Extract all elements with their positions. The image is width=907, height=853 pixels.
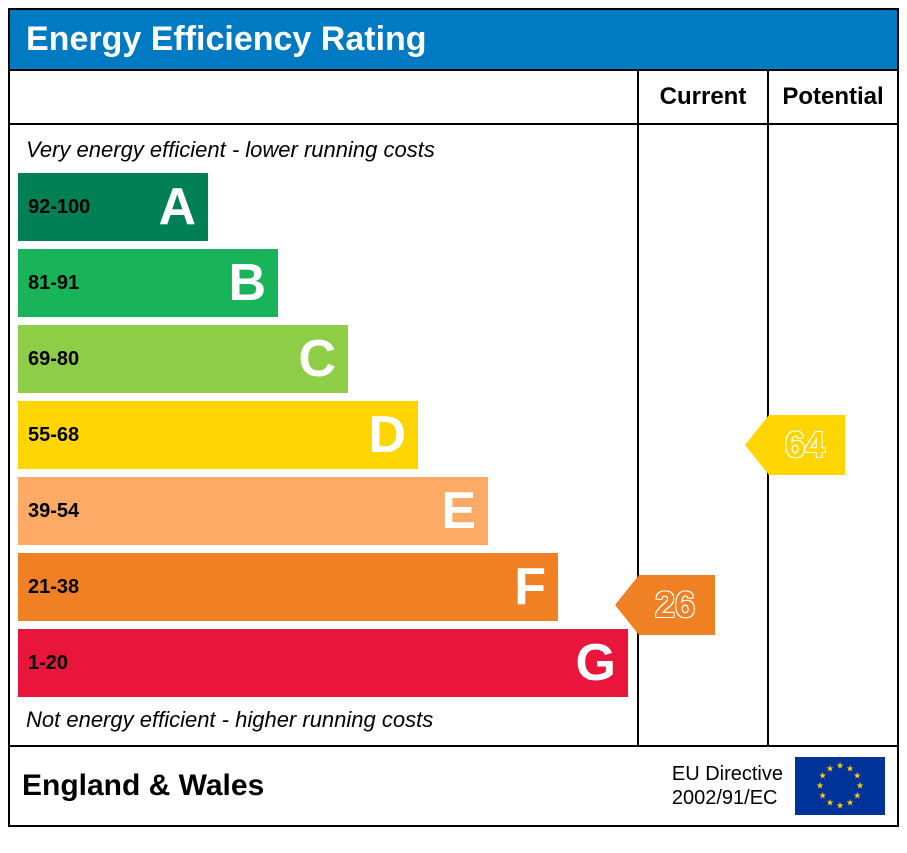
current-arrow: 26 (615, 575, 715, 635)
band-range-b: 81-91 (18, 272, 79, 295)
band-g: 1-20 G (18, 629, 628, 697)
bands-container: 92-100 A 81-91 B 69-80 C 55-68 D 39-54 E 21-38 F 1-2… (18, 171, 637, 699)
current-arrow-point (615, 575, 639, 635)
eu-star: ★ (846, 798, 854, 809)
footer-region: England & Wales (22, 769, 672, 803)
band-b: 81-91 B (18, 249, 278, 317)
band-range-g: 1-20 (18, 652, 68, 675)
potential-arrow-point (745, 415, 769, 475)
eu-star: ★ (816, 781, 824, 792)
band-letter-f: F (514, 557, 546, 617)
band-row-e: 39-54 E (18, 475, 637, 547)
band-letter-d: D (368, 405, 406, 465)
header-row: Current Potential (10, 71, 897, 125)
potential-column: 64 (767, 125, 897, 745)
band-row-f: 21-38 F (18, 551, 637, 623)
eu-star: ★ (826, 798, 834, 809)
band-range-f: 21-38 (18, 576, 79, 599)
bars-area: Very energy efficient - lower running co… (10, 125, 637, 745)
band-row-b: 81-91 B (18, 247, 637, 319)
band-range-d: 55-68 (18, 424, 79, 447)
footer-directive: EU Directive 2002/91/EC (672, 762, 783, 810)
potential-arrow-body: 64 (769, 415, 845, 475)
band-f: 21-38 F (18, 553, 558, 621)
band-d: 55-68 D (18, 401, 418, 469)
current-value: 26 (655, 584, 695, 626)
band-letter-e: E (441, 481, 476, 541)
top-caption: Very energy efficient - lower running co… (18, 133, 637, 167)
footer-row: England & Wales EU Directive 2002/91/EC … (10, 745, 897, 825)
eu-star: ★ (853, 791, 861, 802)
band-letter-c: C (298, 329, 336, 389)
band-c: 69-80 C (18, 325, 348, 393)
epc-chart: Energy Efficiency Rating Current Potenti… (0, 0, 907, 835)
band-range-e: 39-54 (18, 500, 79, 523)
eu-flag-icon: ★★★★★★★★★★★★ (795, 757, 885, 815)
directive-line1: EU Directive (672, 762, 783, 786)
band-letter-b: B (228, 253, 266, 313)
band-range-c: 69-80 (18, 348, 79, 371)
potential-arrow: 64 (745, 415, 845, 475)
body-row: Very energy efficient - lower running co… (10, 125, 897, 745)
header-potential: Potential (767, 71, 897, 123)
directive-line2: 2002/91/EC (672, 786, 783, 810)
band-row-a: 92-100 A (18, 171, 637, 243)
header-current: Current (637, 71, 767, 123)
chart-body: Current Potential Very energy efficient … (8, 69, 899, 827)
band-letter-g: G (576, 633, 616, 693)
band-range-a: 92-100 (18, 196, 90, 219)
band-row-c: 69-80 C (18, 323, 637, 395)
band-a: 92-100 A (18, 173, 208, 241)
eu-star: ★ (836, 801, 844, 812)
bottom-caption: Not energy efficient - higher running co… (18, 703, 637, 737)
eu-star: ★ (826, 763, 834, 774)
band-e: 39-54 E (18, 477, 488, 545)
eu-star: ★ (819, 791, 827, 802)
header-spacer (10, 71, 637, 123)
eu-star: ★ (836, 761, 844, 772)
band-letter-a: A (158, 177, 196, 237)
current-arrow-body: 26 (639, 575, 715, 635)
band-row-g: 1-20 G (18, 627, 637, 699)
potential-value: 64 (785, 424, 825, 466)
band-row-d: 55-68 D (18, 399, 637, 471)
chart-title: Energy Efficiency Rating (8, 8, 899, 69)
